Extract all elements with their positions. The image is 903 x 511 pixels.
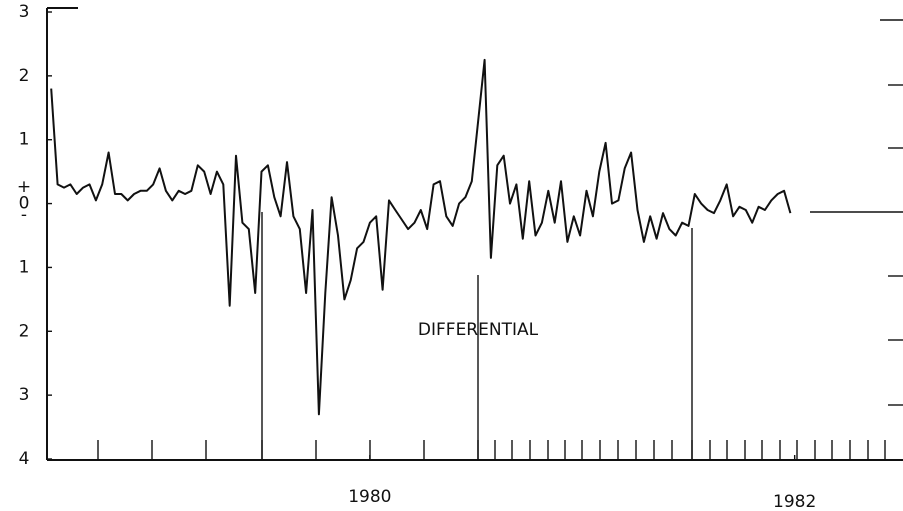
y-tick-label: 1 xyxy=(19,130,30,150)
x-tick-label: 1982 xyxy=(773,492,816,511)
y-tick-label: 3 xyxy=(19,2,30,22)
annotation: + xyxy=(17,177,31,197)
y-tick-label: 2 xyxy=(19,66,30,86)
x-tick-label: 1980 xyxy=(348,487,391,507)
y-tick-label: 1 xyxy=(19,257,30,277)
y-tick-label: 3 xyxy=(19,385,30,405)
annotation: - xyxy=(21,205,27,225)
y-tick-label: 0 xyxy=(19,194,30,214)
y-tick-label: 2 xyxy=(19,321,30,341)
y-tick-label: 4 xyxy=(19,449,30,469)
annotation: DIFFERENTIAL xyxy=(418,320,539,340)
data-line xyxy=(50,58,792,416)
